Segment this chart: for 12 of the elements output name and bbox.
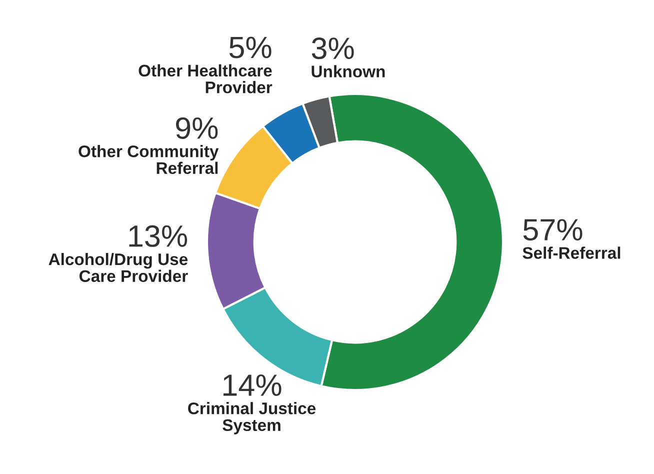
slice-label: Self-Referral (522, 246, 620, 259)
slice-label: Other Community Referral (78, 145, 219, 174)
data-label: 13% (129, 225, 188, 247)
data-label: 5% (229, 36, 272, 58)
data-label: 57% (523, 219, 582, 241)
data-label: 3% (312, 38, 354, 60)
slice-label: Alcohol/Drug Use Care Provider (48, 252, 188, 282)
slice-label: Other Healthcare Provider (138, 64, 272, 94)
data-label: 9% (176, 117, 218, 139)
slice-label: Criminal Justice System (188, 402, 316, 434)
data-label: 14% (224, 374, 282, 396)
slice-label: Unknown (312, 65, 385, 78)
